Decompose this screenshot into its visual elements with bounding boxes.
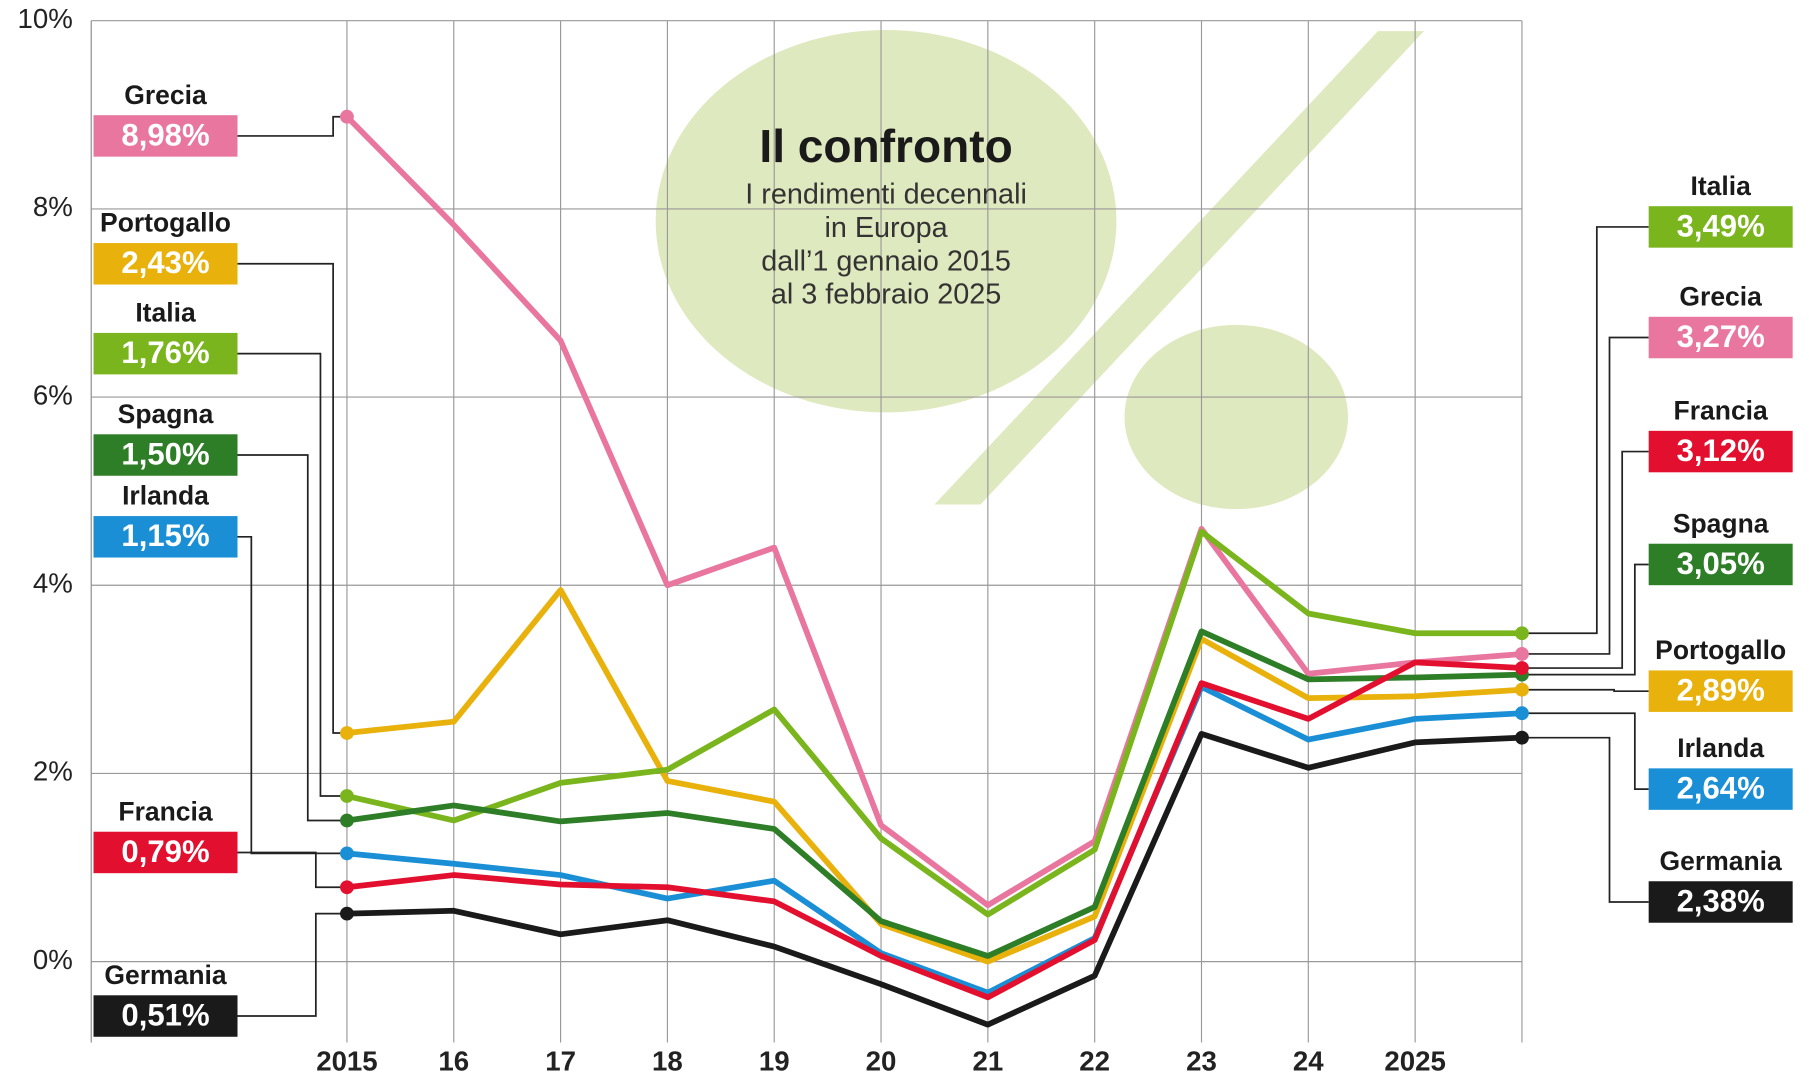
x-tick-label: 23: [1186, 1046, 1217, 1077]
connector: [238, 455, 347, 820]
connector: [238, 264, 347, 733]
series-line: [347, 590, 1522, 962]
point: [340, 847, 354, 861]
connector: [238, 852, 347, 887]
y-tick-label: 4%: [33, 568, 73, 599]
value-label: 0,79%: [121, 834, 209, 869]
subtitle-line: in Europa: [824, 212, 947, 244]
y-tick-label: 0%: [33, 944, 73, 975]
subtitle-line: dall’1 gennaio 2015: [761, 245, 1011, 277]
series-name: Portogallo: [100, 208, 231, 238]
point: [340, 726, 354, 740]
connector: [238, 914, 347, 1016]
value-label: 2,64%: [1677, 770, 1765, 805]
series-name: Portogallo: [1655, 635, 1786, 665]
connector: [1522, 452, 1649, 668]
series-name: Francia: [118, 796, 212, 826]
point: [1515, 661, 1529, 675]
series-name: Italia: [1690, 171, 1751, 201]
x-tick-label: 21: [972, 1046, 1003, 1077]
connector: [238, 537, 347, 854]
x-tick-label: 20: [866, 1046, 897, 1077]
subtitle-line: I rendimenti decennali: [745, 178, 1027, 210]
series-name: Spagna: [1673, 508, 1769, 538]
series-name: Grecia: [1679, 281, 1762, 311]
point: [1515, 647, 1529, 661]
series-name: Irlanda: [122, 481, 209, 511]
series-name: Spagna: [118, 399, 214, 429]
series-name: Italia: [135, 297, 196, 327]
y-tick-label: 6%: [33, 379, 73, 410]
chart-title: Il confronto: [759, 120, 1012, 172]
value-label: 8,98%: [121, 117, 209, 152]
value-label: 2,89%: [1677, 673, 1765, 708]
series-name: Francia: [1674, 395, 1768, 425]
x-tick-label: 19: [759, 1046, 790, 1077]
point: [1515, 683, 1529, 697]
value-label: 2,43%: [121, 245, 209, 280]
subtitle-line: al 3 febbraio 2025: [771, 279, 1001, 311]
point: [1515, 706, 1529, 720]
point: [340, 880, 354, 894]
series-line: [347, 532, 1522, 915]
value-label: 2,38%: [1677, 883, 1765, 918]
series-line: [347, 662, 1522, 997]
percent-dot: [1125, 325, 1348, 509]
series-name: Irlanda: [1677, 733, 1764, 763]
connector: [1522, 564, 1649, 674]
x-tick-label: 16: [438, 1046, 469, 1077]
value-label: 3,12%: [1677, 433, 1765, 468]
point: [1515, 626, 1529, 640]
value-label: 3,05%: [1677, 546, 1765, 581]
point: [1515, 731, 1529, 745]
value-label: 1,50%: [121, 436, 209, 471]
value-label: 0,51%: [121, 997, 209, 1032]
value-label: 1,76%: [121, 335, 209, 370]
point: [340, 814, 354, 828]
connector: [1522, 227, 1649, 633]
series-name: Grecia: [124, 80, 207, 110]
point: [340, 110, 354, 124]
value-label: 1,15%: [121, 518, 209, 553]
y-tick-label: 10%: [17, 3, 72, 34]
x-tick-label: 24: [1293, 1046, 1324, 1077]
point: [340, 907, 354, 921]
y-tick-label: 8%: [33, 191, 73, 222]
value-label: 3,27%: [1677, 319, 1765, 354]
connector: [238, 117, 347, 136]
point: [340, 789, 354, 803]
series-name: Germania: [1660, 846, 1782, 876]
chart: 201516171819202122232420250%2%4%6%8%10% …: [0, 0, 1809, 1084]
connector: [1522, 338, 1649, 654]
series-line: [347, 687, 1522, 993]
x-tick-label: 2025: [1384, 1046, 1445, 1077]
value-label: 3,49%: [1677, 208, 1765, 243]
x-tick-label: 17: [545, 1046, 576, 1077]
connector: [1522, 690, 1649, 691]
connector: [1522, 738, 1649, 902]
x-tick-label: 18: [652, 1046, 683, 1077]
x-tick-label: 2015: [316, 1046, 377, 1077]
y-tick-label: 2%: [33, 756, 73, 787]
connector: [238, 354, 347, 796]
x-tick-label: 22: [1079, 1046, 1110, 1077]
connector: [1522, 713, 1649, 789]
series-name: Germania: [104, 960, 226, 990]
